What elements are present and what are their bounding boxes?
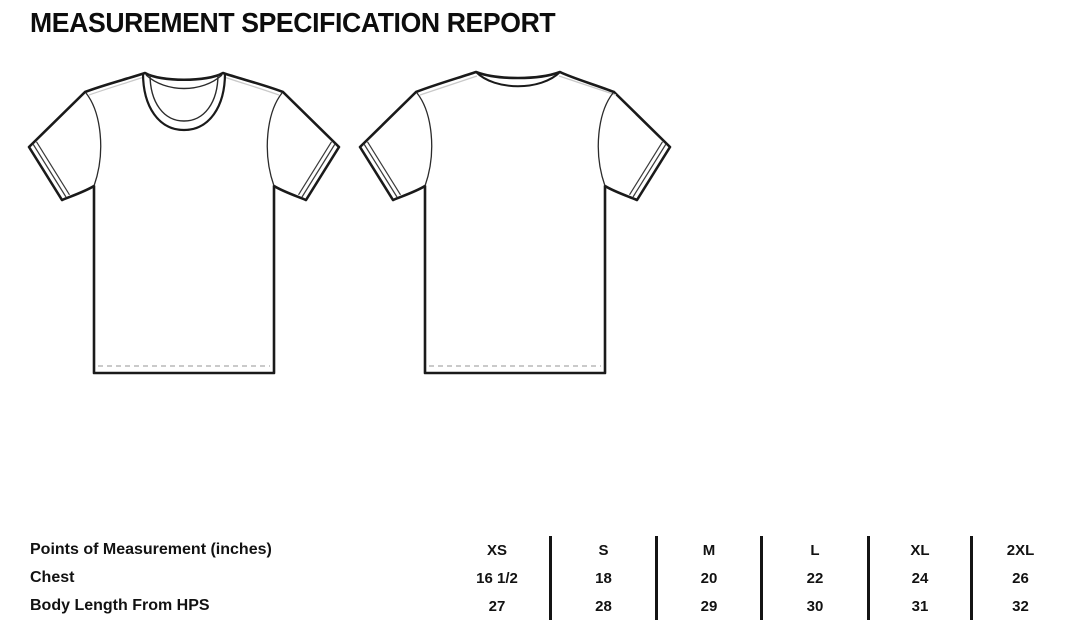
size-header-xl: XL [867, 536, 970, 564]
body-length-value-xs: 27 [488, 597, 506, 615]
chest-row-label: Chest [30, 569, 75, 586]
size-header-s: S [549, 536, 655, 564]
measurement-table: Points of Measurement (inches) XS S M L … [30, 536, 1068, 620]
size-header-2xl: 2XL [970, 536, 1068, 564]
body-length-value-m: 29 [655, 592, 760, 620]
table-label-header: Points of Measurement (inches) [30, 541, 272, 558]
tshirt-back-drawing [358, 70, 672, 375]
tshirt-front-drawing [27, 71, 341, 375]
body-length-row-label: Body Length From HPS [30, 597, 210, 614]
body-length-value-xl: 31 [867, 592, 970, 620]
body-length-value-s: 28 [549, 592, 655, 620]
chest-value-m: 20 [655, 564, 760, 592]
body-length-value-2xl: 32 [970, 592, 1068, 620]
size-header-xs: XS [486, 541, 507, 559]
size-header-l: L [760, 536, 867, 564]
page-title: MEASUREMENT SPECIFICATION REPORT [30, 7, 556, 38]
chest-value-s: 18 [549, 564, 655, 592]
size-header-m: M [655, 536, 760, 564]
chest-value-xs: 16 1/2 [476, 569, 518, 587]
chest-value-l: 22 [760, 564, 867, 592]
chest-value-2xl: 26 [970, 564, 1068, 592]
body-length-value-l: 30 [760, 592, 867, 620]
chest-value-xl: 24 [867, 564, 970, 592]
